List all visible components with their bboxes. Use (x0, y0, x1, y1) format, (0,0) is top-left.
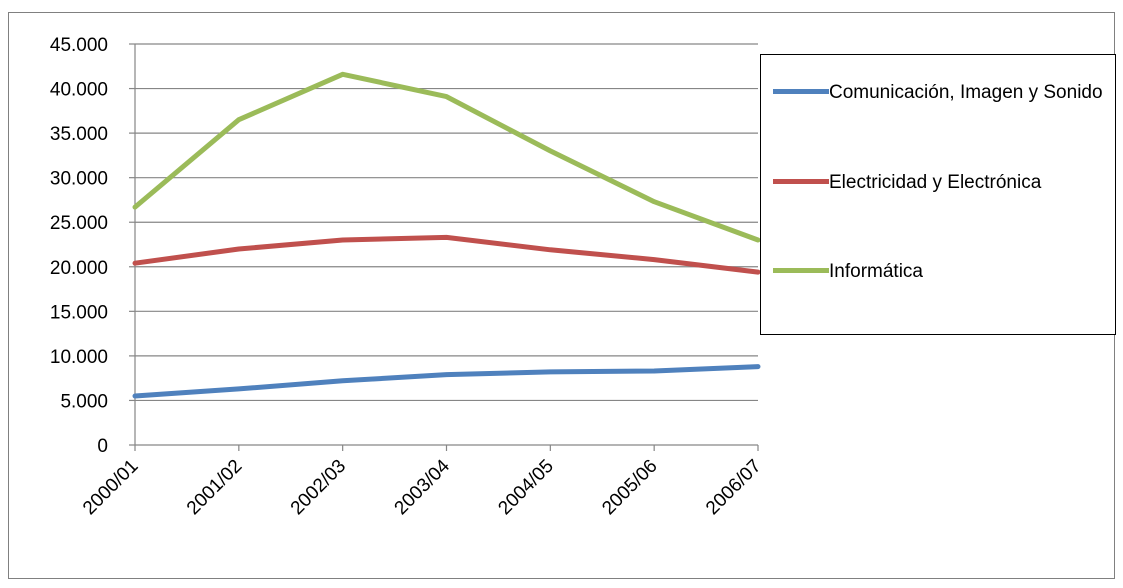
y-tick-label: 10.000 (50, 347, 108, 368)
legend-label-comunicacion: Comunicación, Imagen y Sonido (829, 82, 1103, 103)
data-point (446, 374, 447, 376)
legend-swatch-electricidad (773, 179, 829, 184)
y-tick-label: 30.000 (50, 169, 108, 190)
y-tick-label: 0 (97, 436, 108, 457)
data-point (653, 259, 655, 261)
data-point (757, 366, 759, 368)
data-point (653, 201, 655, 203)
data-point (238, 119, 240, 121)
legend-swatch-comunicacion (773, 89, 829, 94)
legend-label-informatica: Informática (829, 261, 923, 282)
data-point (342, 239, 344, 241)
y-tick-label: 20.000 (50, 258, 108, 279)
data-point (549, 150, 551, 152)
legend-swatch-informatica (773, 268, 829, 273)
x-tick-label: 2000/01 (79, 456, 142, 519)
data-point (757, 271, 759, 273)
y-tick-label: 25.000 (50, 213, 108, 234)
data-point (342, 380, 344, 382)
x-tick-label: 2001/02 (183, 456, 246, 519)
x-tick-label: 2005/06 (598, 456, 661, 519)
x-tick-label: 2004/05 (494, 456, 557, 519)
x-tick-label: 2006/07 (702, 456, 765, 519)
y-tick-label: 15.000 (50, 302, 108, 323)
legend-item-comunicacion: Comunicación, Imagen y Sonido (773, 79, 1109, 107)
y-tick-label: 35.000 (50, 124, 108, 145)
data-point (238, 388, 240, 390)
data-point (238, 248, 240, 250)
series-line-0 (132, 364, 761, 399)
y-tick-label: 40.000 (50, 80, 108, 101)
y-tick-label: 45.000 (50, 35, 108, 56)
y-tick-label: 5.000 (60, 391, 108, 412)
x-tick-label: 2002/03 (287, 456, 350, 519)
data-point (342, 73, 344, 75)
legend-item-informatica: Informática (773, 258, 1109, 286)
data-point (549, 371, 551, 373)
x-tick-label: 2003/04 (391, 455, 455, 519)
series-line-2 (132, 71, 761, 243)
data-point (134, 395, 136, 397)
data-point (549, 249, 551, 251)
data-point (134, 206, 136, 208)
data-point (446, 96, 447, 98)
legend: Comunicación, Imagen y Sonido Electricid… (760, 54, 1116, 335)
legend-label-electricidad: Electricidad y Electrónica (829, 172, 1042, 193)
legend-item-electricidad: Electricidad y Electrónica (773, 169, 1109, 197)
data-point (446, 236, 447, 238)
data-point (757, 239, 759, 241)
data-point (653, 370, 655, 372)
data-point (134, 262, 136, 264)
